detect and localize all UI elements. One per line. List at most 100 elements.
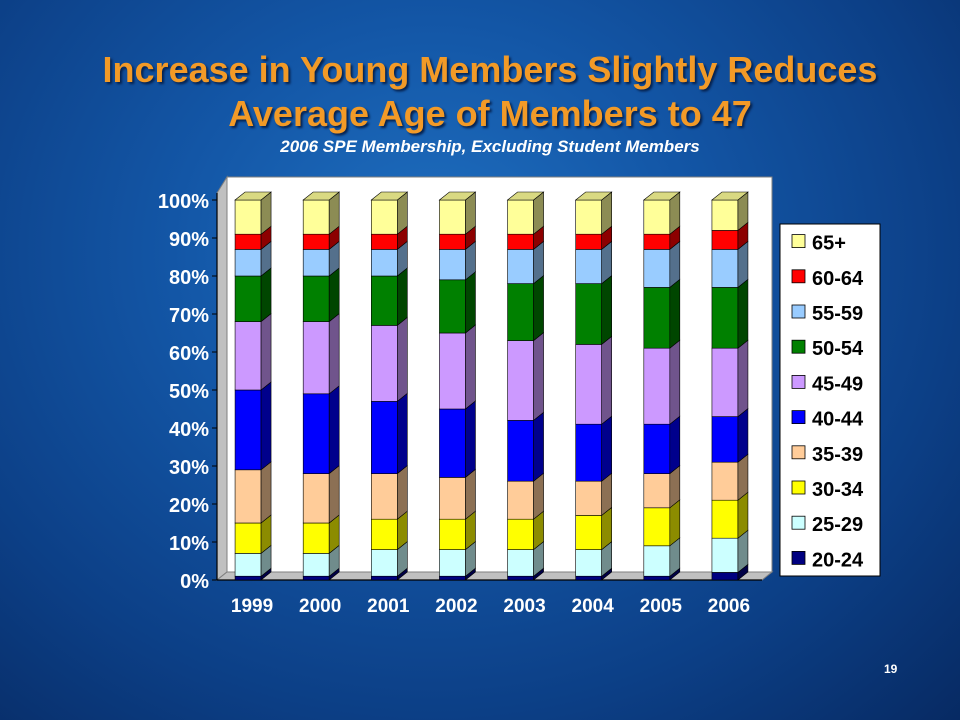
bar-2001-45-49-side xyxy=(397,316,408,403)
bar-2004-25-29 xyxy=(575,549,602,577)
x-tick-label-2002: 2002 xyxy=(435,596,477,617)
bar-2000-65+ xyxy=(302,199,330,235)
bar-2004-55-59 xyxy=(575,249,602,284)
y-tick-label-50%: 50% xyxy=(169,381,209,403)
legend-label-30-34: 30-34 xyxy=(812,479,864,501)
bar-1999-25-29 xyxy=(234,553,262,577)
bar-2000-45-49-side xyxy=(328,312,340,395)
bar-top-2001 xyxy=(370,191,409,201)
bar-2002-40-44-side xyxy=(465,400,476,479)
bar-2005-25-29 xyxy=(643,545,671,577)
bar-2003-40-44 xyxy=(507,420,534,482)
bar-top-2002 xyxy=(438,191,477,201)
bar-2001-60-64 xyxy=(371,233,398,250)
bar-2001-55-59 xyxy=(371,249,398,277)
bar-2005-20-24 xyxy=(643,575,671,581)
legend-label-25-29: 25-29 xyxy=(812,514,863,536)
bar-1999-50-54 xyxy=(234,275,262,322)
legend-swatch-30-34 xyxy=(791,480,806,495)
bar-2002-45-49-side xyxy=(465,324,476,410)
bar-1999-50-54-side xyxy=(260,267,272,323)
bar-top-2000 xyxy=(302,191,341,201)
x-tick-label-2004: 2004 xyxy=(572,596,615,617)
bar-1999-30-34 xyxy=(234,522,262,554)
legend-swatch-50-54 xyxy=(791,339,806,354)
bar-2004-65+ xyxy=(575,199,602,235)
bar-top-2005 xyxy=(642,191,681,201)
slide-number: 19 xyxy=(884,662,898,676)
bar-2004-45-49 xyxy=(575,344,602,425)
bar-2000-20-24 xyxy=(302,575,330,581)
bar-2002-35-39-side xyxy=(465,468,476,520)
bar-2001-25-29 xyxy=(371,549,398,577)
bar-2001-30-34 xyxy=(371,518,398,550)
plot-floor xyxy=(215,571,774,581)
bar-2004-20-24 xyxy=(575,575,602,581)
legend-swatch-25-29 xyxy=(791,515,806,530)
bar-2002-45-49 xyxy=(439,332,466,410)
x-tick-label-2003: 2003 xyxy=(503,596,545,617)
bar-2004-50-54 xyxy=(575,283,602,345)
bar-2006-60-64 xyxy=(711,230,739,250)
y-tick-label-100%: 100% xyxy=(158,191,209,213)
legend-label-55-59: 55-59 xyxy=(812,303,863,325)
bar-2003-65+ xyxy=(507,199,534,235)
bar-top-2003 xyxy=(506,191,545,201)
bar-2004-50-54-side xyxy=(601,274,612,346)
bar-top-2004 xyxy=(574,191,613,201)
legend-label-45-49: 45-49 xyxy=(812,373,863,395)
legend-label-40-44: 40-44 xyxy=(812,409,864,431)
legend-swatch-45-49 xyxy=(791,374,806,389)
y-tick-label-20%: 20% xyxy=(169,495,209,517)
bar-2001-35-39 xyxy=(371,473,398,520)
bar-2006-30-34 xyxy=(711,499,739,539)
bar-2000-60-64 xyxy=(302,233,330,250)
bar-1999-35-39 xyxy=(234,469,262,524)
bar-2003-25-29 xyxy=(507,549,534,577)
bar-2005-45-49 xyxy=(643,347,671,425)
legend-swatch-20-24 xyxy=(791,551,806,565)
bar-2003-40-44-side xyxy=(533,411,544,482)
bar-2005-30-34 xyxy=(643,507,671,547)
bar-2001-65+ xyxy=(371,199,398,235)
bar-2006-45-49 xyxy=(711,347,739,417)
bar-2006-45-49-side xyxy=(737,339,749,418)
bar-2005-50-54 xyxy=(643,287,671,349)
legend-swatch-55-59 xyxy=(791,304,806,319)
bar-2000-50-54 xyxy=(302,275,330,322)
bar-2005-40-44-side xyxy=(669,415,681,475)
bar-2003-30-34 xyxy=(507,518,534,550)
bar-1999-60-64 xyxy=(234,233,262,250)
bar-1999-55-59 xyxy=(234,249,262,277)
bar-2001-45-49 xyxy=(371,325,398,402)
bar-2002-50-54-side xyxy=(465,271,476,334)
bar-top-2006 xyxy=(711,191,749,201)
bar-2003-55-59 xyxy=(507,249,534,284)
x-tick-label-1999: 1999 xyxy=(231,596,273,617)
bar-2002-65+ xyxy=(439,199,466,235)
bar-2002-30-34 xyxy=(439,518,466,550)
bar-1999-40-44-side xyxy=(260,381,272,471)
bar-2005-60-64 xyxy=(643,233,671,250)
slide-title: Increase in Young Members Slightly Reduc… xyxy=(0,48,960,136)
y-tick-label-30%: 30% xyxy=(169,457,209,479)
bar-2001-40-44-side xyxy=(397,392,408,475)
bar-1999-65+ xyxy=(234,199,262,235)
bar-2005-50-54-side xyxy=(669,278,681,349)
bar-2006-50-54 xyxy=(711,287,739,349)
bar-2006-40-44-side xyxy=(737,407,749,463)
bar-2000-55-59 xyxy=(302,249,330,277)
bar-2003-60-64 xyxy=(507,233,534,250)
bar-2006-50-54-side xyxy=(737,278,749,349)
legend-label-65+: 65+ xyxy=(812,233,846,255)
bar-2004-35-39 xyxy=(575,480,602,516)
x-tick-label-2005: 2005 xyxy=(640,596,683,617)
bar-2000-40-44 xyxy=(302,393,330,474)
bar-2003-45-49-side xyxy=(533,331,544,422)
x-tick-label-2000: 2000 xyxy=(299,596,341,617)
bar-2006-20-24 xyxy=(711,572,739,581)
y-tick-label-10%: 10% xyxy=(169,533,209,555)
bar-2006-25-29 xyxy=(711,537,739,573)
bar-1999-20-24 xyxy=(234,575,262,581)
chart-subtitle: 2006 SPE Membership, Excluding Student M… xyxy=(280,137,700,156)
